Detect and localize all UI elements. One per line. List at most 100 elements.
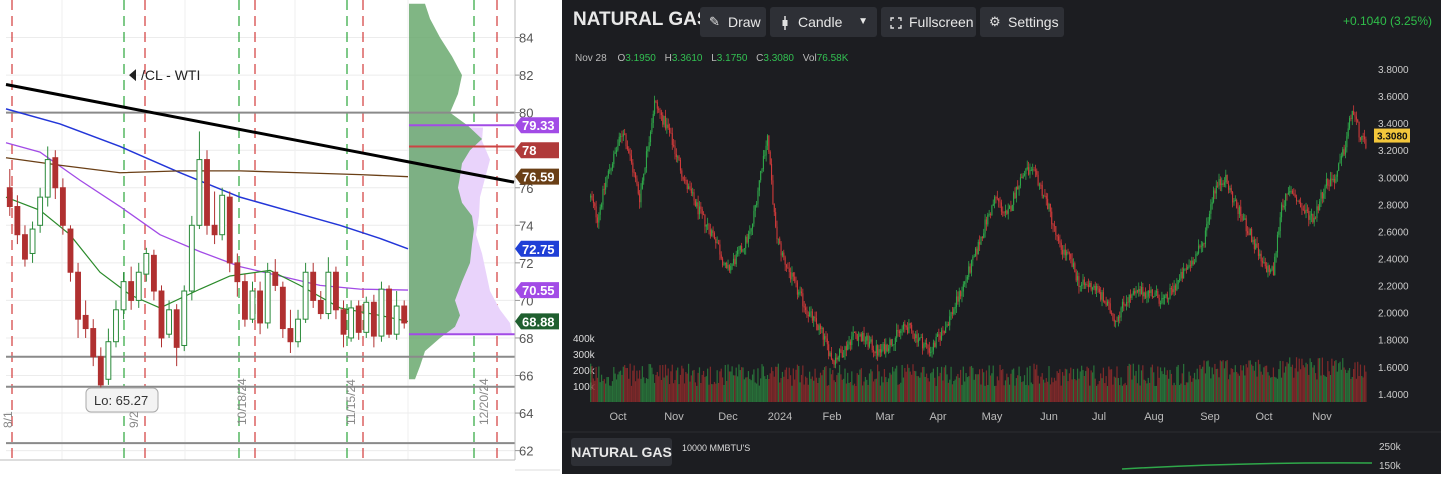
candle-body bbox=[726, 262, 728, 269]
candle-body bbox=[921, 337, 924, 349]
volume-bar bbox=[856, 373, 858, 402]
candle-body bbox=[1143, 292, 1145, 297]
volume-bar bbox=[1333, 361, 1336, 402]
candle bbox=[949, 309, 951, 331]
candle bbox=[832, 358, 834, 365]
candle bbox=[785, 263, 788, 272]
candle-body bbox=[1192, 260, 1194, 265]
candle-body bbox=[980, 236, 982, 245]
volume-bar bbox=[1321, 357, 1323, 402]
candle-body bbox=[892, 344, 894, 346]
natural-gas-chart[interactable]: 400k300k200k100k3.80003.60003.40003.2000… bbox=[562, 0, 1441, 474]
candle-body bbox=[1344, 147, 1347, 155]
candle bbox=[1017, 180, 1019, 190]
settings-button[interactable]: ⚙ Settings bbox=[980, 7, 1064, 37]
candle-body bbox=[75, 271, 81, 320]
volume-bar bbox=[693, 369, 695, 402]
candle-body bbox=[1203, 243, 1205, 245]
volume-bar bbox=[701, 374, 703, 402]
candle bbox=[965, 275, 967, 289]
volume-bar bbox=[747, 371, 750, 402]
candle-body bbox=[837, 357, 839, 360]
candle-body bbox=[772, 180, 774, 205]
volume-bar bbox=[826, 385, 828, 402]
candle bbox=[976, 246, 978, 261]
candle-body bbox=[707, 224, 709, 226]
volume-bar bbox=[732, 375, 735, 402]
candle bbox=[333, 266, 339, 320]
chart-type-dropdown[interactable]: Candle ▼ bbox=[770, 7, 877, 37]
volume-bar bbox=[911, 374, 913, 402]
candle bbox=[905, 324, 907, 330]
volume-bar bbox=[1089, 385, 1091, 402]
candle-body bbox=[1319, 201, 1321, 211]
candle-body bbox=[711, 230, 713, 236]
candle bbox=[800, 287, 803, 297]
volume-bar bbox=[955, 376, 958, 402]
candle bbox=[607, 169, 609, 179]
candle-body bbox=[310, 271, 317, 301]
volume-bar bbox=[602, 380, 604, 402]
candle-body bbox=[1112, 313, 1114, 320]
candle-body bbox=[1362, 135, 1364, 137]
candle-body bbox=[1060, 242, 1062, 250]
candle bbox=[712, 226, 714, 238]
candle bbox=[919, 337, 921, 341]
candle bbox=[1070, 253, 1072, 264]
candle-body bbox=[909, 323, 911, 325]
volume-bar bbox=[622, 366, 624, 402]
candle bbox=[1049, 203, 1051, 218]
candle bbox=[1332, 174, 1334, 183]
candle bbox=[90, 319, 97, 367]
volume-bar bbox=[915, 371, 917, 402]
candle-body bbox=[783, 252, 785, 258]
candle bbox=[1029, 163, 1031, 179]
candle-body bbox=[897, 329, 899, 332]
draw-button[interactable]: ✎ Draw bbox=[700, 7, 766, 37]
candle bbox=[1105, 296, 1107, 307]
candle bbox=[670, 127, 672, 134]
candle bbox=[1100, 286, 1102, 302]
x-tick-label: Oct bbox=[609, 411, 626, 423]
candle bbox=[639, 190, 641, 209]
candle bbox=[1199, 244, 1201, 249]
candle-body bbox=[166, 309, 173, 335]
candle-body bbox=[594, 203, 596, 207]
volume-bar bbox=[1313, 365, 1315, 402]
volume-bar bbox=[1242, 365, 1245, 402]
x-tick-label: Mar bbox=[876, 411, 895, 423]
candle-body bbox=[830, 352, 832, 360]
candle-body bbox=[1342, 149, 1344, 157]
volume-bar bbox=[840, 374, 842, 402]
candle bbox=[1358, 121, 1360, 143]
volume-bar bbox=[1070, 367, 1072, 402]
candle bbox=[1323, 188, 1325, 203]
candle bbox=[704, 213, 706, 234]
candle-body bbox=[946, 324, 948, 328]
volume-bar bbox=[675, 370, 677, 402]
volume-bar bbox=[1041, 373, 1043, 402]
volume-bar bbox=[1212, 374, 1215, 402]
candle-body bbox=[22, 234, 28, 260]
candle bbox=[1309, 210, 1311, 225]
candle-body bbox=[67, 228, 74, 273]
volume-bar bbox=[987, 384, 989, 402]
candle bbox=[1021, 173, 1023, 179]
volume-bar bbox=[1019, 376, 1022, 402]
candle-body bbox=[1127, 301, 1129, 303]
candle-body bbox=[1204, 230, 1206, 245]
candle-body bbox=[951, 312, 953, 314]
volume-bar bbox=[1316, 379, 1318, 402]
fullscreen-button[interactable]: Fullscreen bbox=[881, 7, 976, 37]
volume-bar bbox=[1061, 372, 1064, 402]
candle-body bbox=[1166, 294, 1168, 300]
candle bbox=[1181, 267, 1183, 283]
volume-bar bbox=[777, 363, 779, 402]
candle bbox=[696, 198, 698, 209]
candle-body bbox=[953, 308, 955, 314]
candle bbox=[1112, 312, 1114, 322]
y-tick-label: 3.4000 bbox=[1378, 119, 1409, 130]
candle bbox=[393, 291, 400, 340]
volume-bar bbox=[1109, 369, 1111, 402]
